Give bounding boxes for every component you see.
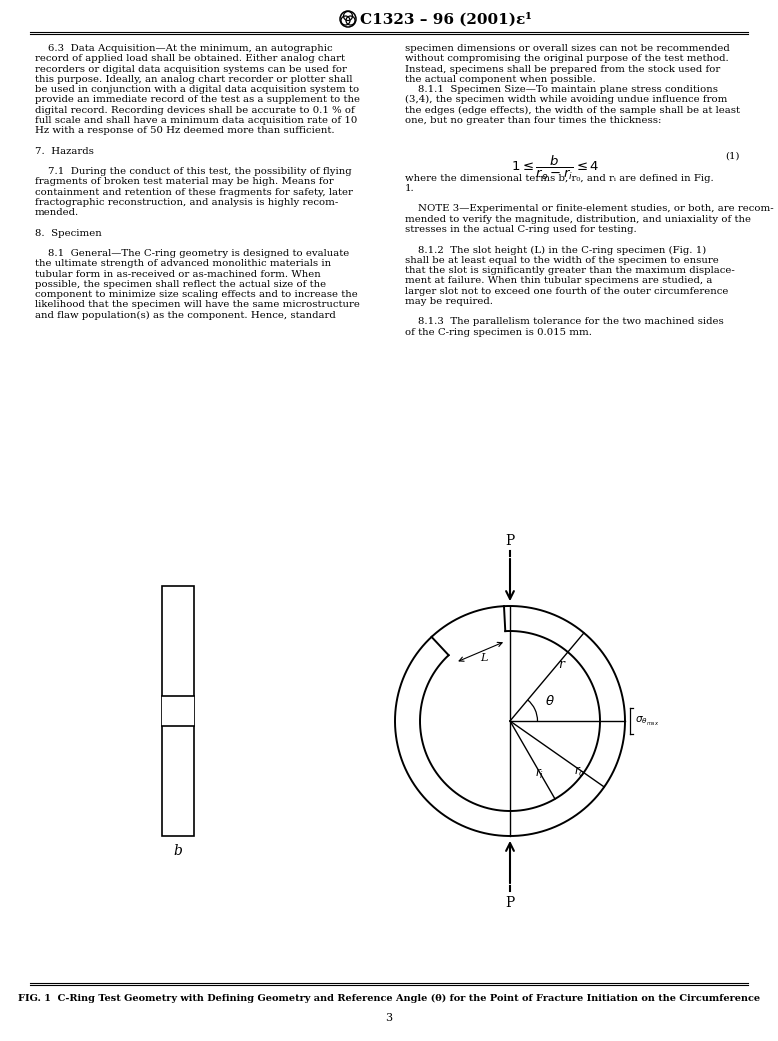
Text: (1): (1)	[726, 152, 740, 160]
Text: 3: 3	[385, 1013, 393, 1023]
Bar	[162, 586, 194, 836]
Text: FIG. 1  C-Ring Test Geometry with Defining Geometry and Reference Angle (θ) for : FIG. 1 C-Ring Test Geometry with Definin…	[18, 994, 760, 1004]
Text: 6.3  Data Acquisition—At the minimum, an autographic
record of applied load shal: 6.3 Data Acquisition—At the minimum, an …	[35, 44, 360, 320]
Text: $\theta$: $\theta$	[545, 694, 555, 708]
Text: r: r	[558, 658, 563, 670]
Text: P: P	[506, 534, 514, 548]
Text: where the dimensional terms b, r₀, and rᵢ are defined in Fig.
1.

    NOTE 3—Exp: where the dimensional terms b, r₀, and r…	[405, 174, 773, 336]
Text: specimen dimensions or overall sizes can not be recommended
without compromising: specimen dimensions or overall sizes can…	[405, 44, 740, 125]
Text: P: P	[506, 896, 514, 910]
Text: $1\leq\dfrac{b}{r_o - r_i}\leq 4$: $1\leq\dfrac{b}{r_o - r_i}\leq 4$	[511, 154, 599, 182]
Text: $\sigma_{\theta_{max}}$: $\sigma_{\theta_{max}}$	[635, 714, 659, 728]
Text: $r_o$: $r_o$	[574, 765, 586, 779]
Text: L: L	[480, 654, 487, 663]
Bar	[162, 696, 194, 726]
Text: C1323 – 96 (2001)ε¹: C1323 – 96 (2001)ε¹	[360, 11, 532, 26]
Text: b: b	[173, 844, 182, 858]
Text: $r_i$: $r_i$	[534, 766, 544, 781]
